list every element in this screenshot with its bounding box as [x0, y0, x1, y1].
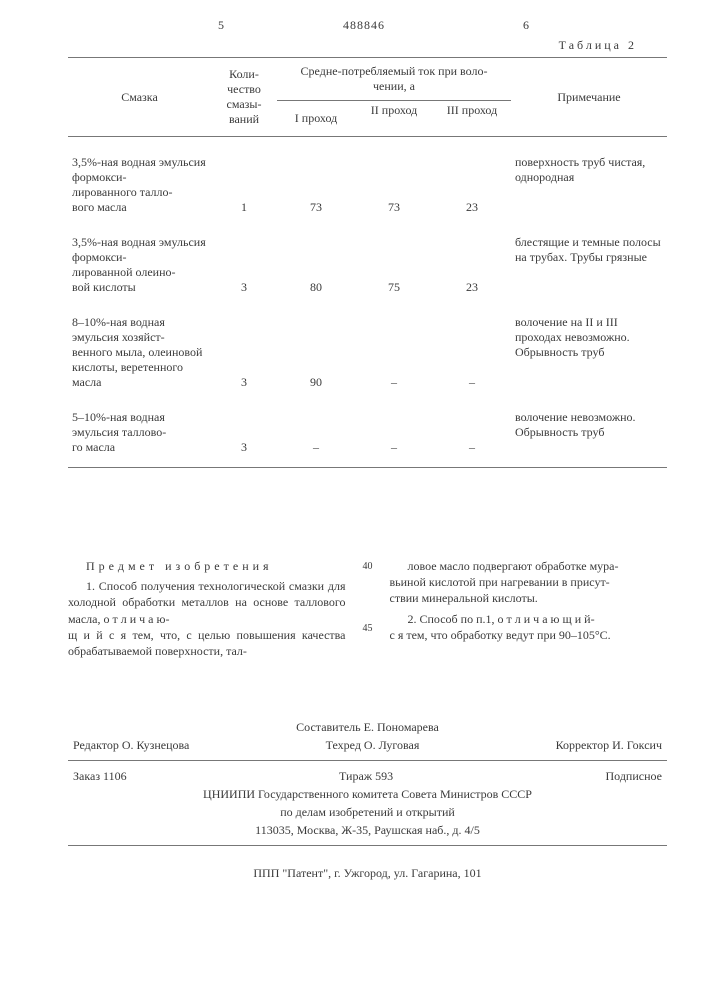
th-current: Средне-потребляемый ток при воло- чении,…	[277, 58, 511, 101]
data-table: Смазка Коли- чество смазы- ваний Средне-…	[68, 57, 667, 468]
claim-1b: ловое масло подвергают обработке мура- в…	[390, 558, 668, 607]
org-line-2: по делам изобретений и открытий	[68, 803, 667, 821]
table-cell: –	[277, 392, 355, 468]
table-cell: 3	[211, 217, 277, 297]
table-cell: 75	[355, 217, 433, 297]
corrector: Корректор И. Гоксич	[556, 736, 662, 754]
th-pass1: I проход	[277, 101, 355, 137]
table-cell: 1	[211, 137, 277, 218]
order: Заказ 1106	[73, 767, 127, 785]
editor: Редактор О. Кузнецова	[73, 736, 189, 754]
th-count: Коли- чество смазы- ваний	[211, 58, 277, 137]
th-lubricant: Смазка	[68, 58, 211, 137]
table-cell: 3	[211, 297, 277, 392]
table-cell: 3	[211, 392, 277, 468]
th-pass2: II проход	[355, 101, 433, 137]
imprint-block: Составитель Е. Пономарева Редактор О. Ку…	[68, 718, 667, 882]
page-numbers: 5 488846 6	[68, 18, 667, 36]
table-cell: 5–10%-ная водная эмульсия таллово- го ма…	[68, 392, 211, 468]
table-cell: 3,5%-ная водная эмульсия формокси- лиров…	[68, 217, 211, 297]
table-cell: блестящие и темные полосы на трубах. Тру…	[511, 217, 667, 297]
table-title: Таблица 2	[68, 38, 667, 53]
table-cell: –	[355, 392, 433, 468]
org-line-1: ЦНИИПИ Государственного комитета Совета …	[68, 785, 667, 803]
page-num-left: 5	[218, 18, 224, 33]
composer: Составитель Е. Пономарева	[68, 718, 667, 736]
techred: Техред О. Луговая	[326, 736, 420, 754]
table-cell: –	[433, 392, 511, 468]
table-cell: волочение невозможно. Обрывность труб	[511, 392, 667, 468]
address: 113035, Москва, Ж-35, Раушская наб., д. …	[68, 821, 667, 839]
table-cell: 23	[433, 137, 511, 218]
printer: ППП "Патент", г. Ужгород, ул. Гагарина, …	[68, 864, 667, 882]
claim-1a: 1. Способ получения технологической смаз…	[68, 578, 346, 659]
table-cell: 8–10%-ная водная эмульсия хозяйст- венно…	[68, 297, 211, 392]
page-num-right: 6	[523, 18, 529, 33]
table-cell: 90	[277, 297, 355, 392]
table-cell: 80	[277, 217, 355, 297]
line-number-45: 45	[363, 622, 373, 636]
table-cell: волочение на II и III проходах невозможн…	[511, 297, 667, 392]
doc-number: 488846	[343, 18, 385, 33]
claims-heading: Предмет изобретения	[68, 558, 346, 574]
table-cell: 73	[355, 137, 433, 218]
th-pass3: III проход	[433, 101, 511, 137]
claims-section: Предмет изобретения 1. Способ получения …	[68, 558, 667, 663]
table-cell: –	[433, 297, 511, 392]
line-number-40: 40	[363, 560, 373, 574]
tirage: Тираж 593	[339, 767, 393, 785]
table-cell: поверхность труб чистая, однородная	[511, 137, 667, 218]
table-cell: 73	[277, 137, 355, 218]
table-cell: 3,5%-ная водная эмульсия формокси- лиров…	[68, 137, 211, 218]
claim-2: 2. Способ по п.1, о т л и ч а ю щ и й- с…	[390, 611, 668, 643]
table-cell: –	[355, 297, 433, 392]
th-note: Примечание	[511, 58, 667, 137]
table-cell: 23	[433, 217, 511, 297]
subscription: Подписное	[606, 767, 663, 785]
